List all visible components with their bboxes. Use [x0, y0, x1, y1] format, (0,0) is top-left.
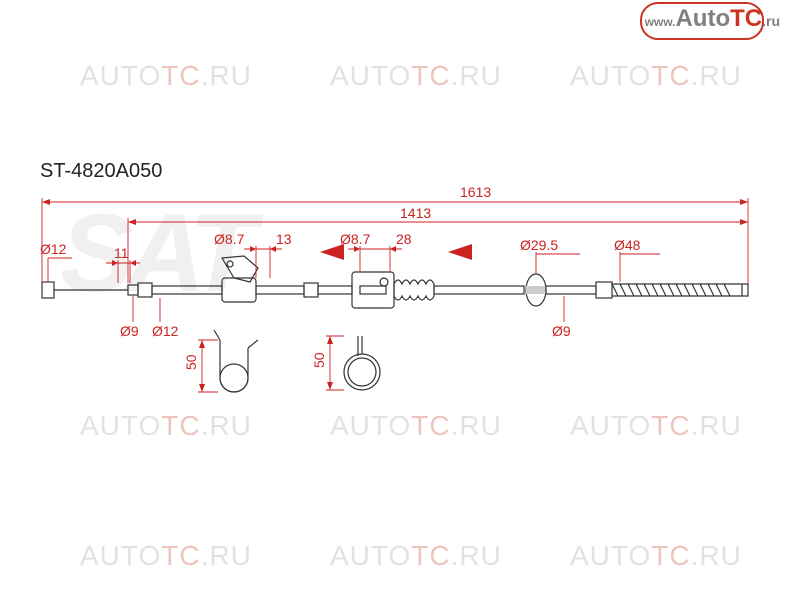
svg-text:Ø8.7: Ø8.7: [214, 231, 245, 247]
site-logo: www.AutoTC.ru: [645, 5, 780, 33]
svg-text:Ø48: Ø48: [614, 237, 641, 253]
bellows: [394, 280, 434, 300]
svg-text:Ø9: Ø9: [120, 323, 139, 339]
svg-text:Ø8.7: Ø8.7: [340, 231, 371, 247]
clip-1: [304, 283, 318, 297]
coil-spring: [596, 282, 742, 298]
svg-text:Ø29.5: Ø29.5: [520, 237, 558, 253]
dim-d12-b: Ø12: [152, 298, 179, 339]
dim-d12-left: Ø12: [40, 241, 72, 282]
ferrule-2: [138, 283, 152, 297]
cable-diagram: 1613 1413 Ø12 11 Ø9: [0, 0, 800, 600]
svg-text:50: 50: [183, 354, 199, 370]
end-fitting-left: [42, 282, 54, 298]
dim-1613-text: 1613: [460, 184, 491, 200]
dim-50-b: 50: [311, 336, 344, 390]
dim-1413-text: 1413: [400, 205, 431, 221]
mount-block: [352, 272, 394, 308]
sheath-2: [256, 286, 304, 294]
svg-text:28: 28: [396, 231, 412, 247]
sheath-1: [152, 286, 222, 294]
end-stop: [742, 284, 748, 296]
dim-d8.7-13: Ø8.7 13: [214, 231, 292, 278]
drawing-canvas: AUTOTC.RU AUTOTC.RU AUTOTC.RU AUTOTC.RU …: [0, 0, 800, 600]
sheath-4: [434, 286, 524, 294]
svg-text:50: 50: [311, 352, 327, 368]
dim-d9-spring: Ø9: [552, 296, 571, 339]
dim-d48: Ø48: [614, 237, 660, 282]
bracket-1: [222, 256, 258, 302]
ferrule-1: [128, 285, 138, 295]
dim-50-a: 50: [183, 340, 218, 392]
sheath-5: [546, 286, 596, 294]
dim-1613: 1613: [42, 184, 748, 284]
torsion-clip-1: [214, 330, 258, 392]
circular-clip-2: [344, 336, 380, 390]
dim-d8.7-28: Ø8.7 28: [340, 231, 412, 272]
svg-text:Ø9: Ø9: [552, 323, 571, 339]
dim-11: 11: [106, 245, 140, 283]
sheath-3: [318, 286, 352, 294]
svg-text:Ø12: Ø12: [40, 241, 67, 257]
svg-text:13: 13: [276, 231, 292, 247]
dim-d9-a: Ø9: [120, 296, 139, 339]
dim-d29.5: Ø29.5: [520, 237, 580, 274]
svg-text:Ø12: Ø12: [152, 323, 179, 339]
svg-text:11: 11: [114, 245, 129, 261]
